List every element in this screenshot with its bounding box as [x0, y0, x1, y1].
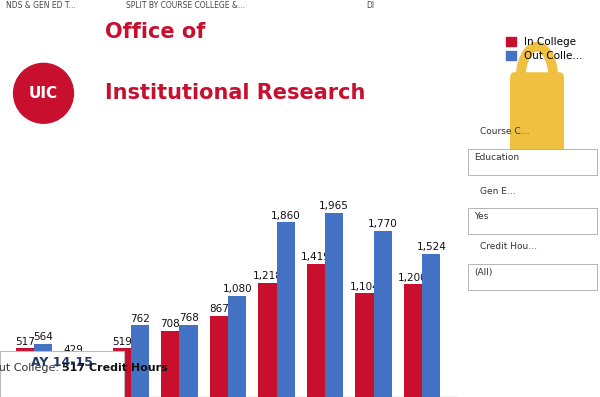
- Text: Yes: Yes: [474, 212, 488, 222]
- Text: 429: 429: [64, 345, 83, 355]
- Bar: [374, 231, 392, 397]
- Bar: [404, 284, 422, 397]
- FancyBboxPatch shape: [0, 351, 124, 397]
- Text: Gen E…: Gen E…: [480, 187, 516, 196]
- Text: 1,419: 1,419: [301, 252, 331, 262]
- Text: Credit Hou…: Credit Hou…: [480, 242, 537, 251]
- Ellipse shape: [14, 64, 73, 123]
- Text: SPLIT BY COURSE COLLEGE &...: SPLIT BY COURSE COLLEGE &...: [126, 1, 245, 10]
- Text: 517: 517: [15, 337, 35, 347]
- Text: 1,218: 1,218: [253, 271, 282, 281]
- Text: DI: DI: [366, 1, 374, 10]
- Bar: [277, 222, 295, 397]
- Text: 1,080: 1,080: [223, 284, 252, 294]
- Text: NDS & GEN ED T...: NDS & GEN ED T...: [6, 1, 76, 10]
- Bar: [228, 296, 247, 397]
- Bar: [258, 283, 277, 397]
- Text: Education: Education: [474, 153, 519, 162]
- Bar: [355, 293, 374, 397]
- Text: 1,770: 1,770: [368, 219, 398, 229]
- Bar: [179, 325, 198, 397]
- Bar: [131, 326, 149, 397]
- Text: 519: 519: [112, 337, 131, 347]
- Text: 1,104: 1,104: [349, 282, 379, 292]
- Bar: [34, 344, 52, 397]
- Bar: [161, 331, 179, 397]
- Bar: [209, 316, 228, 397]
- Bar: [113, 348, 131, 397]
- Text: 762: 762: [130, 314, 150, 324]
- Bar: [16, 349, 34, 397]
- Text: 1,524: 1,524: [416, 242, 446, 252]
- FancyBboxPatch shape: [510, 72, 564, 156]
- Text: AY 14-15: AY 14-15: [31, 356, 93, 369]
- Bar: [325, 213, 343, 397]
- Text: (All): (All): [474, 268, 493, 277]
- Bar: [64, 357, 82, 397]
- Text: Out College:: Out College:: [0, 363, 62, 373]
- Text: 517 Credit Hours: 517 Credit Hours: [62, 363, 168, 373]
- Text: 1,965: 1,965: [319, 201, 349, 211]
- Legend: In College, Out Colle...: In College, Out Colle...: [506, 37, 583, 61]
- Bar: [422, 254, 440, 397]
- Text: UIC: UIC: [29, 86, 58, 101]
- Text: 768: 768: [179, 313, 199, 323]
- Text: Office of: Office of: [105, 22, 205, 42]
- Text: 1,200: 1,200: [398, 273, 428, 283]
- Text: Course C…: Course C…: [480, 127, 530, 136]
- Text: 867: 867: [209, 304, 229, 314]
- Text: 708: 708: [160, 319, 180, 329]
- Text: 564: 564: [33, 332, 53, 342]
- Text: 1,860: 1,860: [271, 211, 301, 221]
- Text: Institutional Research: Institutional Research: [105, 83, 365, 103]
- Bar: [307, 264, 325, 397]
